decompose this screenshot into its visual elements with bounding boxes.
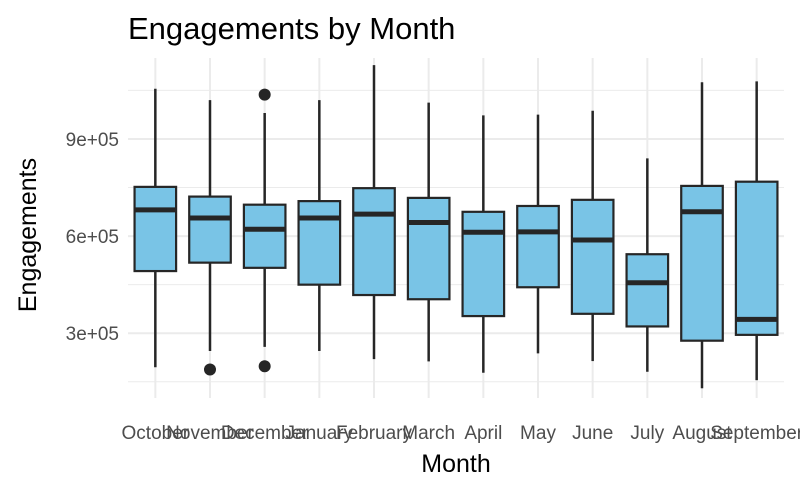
- box-january: [297, 100, 342, 352]
- box-november: [188, 100, 232, 376]
- box-body: [242, 203, 287, 269]
- box-body: [570, 198, 615, 315]
- x-tick-label: April: [464, 423, 502, 444]
- boxes: [133, 65, 779, 389]
- box-body: [297, 200, 342, 286]
- box-body: [625, 253, 670, 328]
- x-axis-title: Month: [421, 450, 490, 478]
- y-tick-label: 3e+05: [66, 324, 119, 345]
- box-july: [625, 158, 670, 372]
- x-tick-label: August: [672, 423, 732, 444]
- y-tick-label: 6e+05: [66, 227, 119, 248]
- box-body: [461, 210, 506, 318]
- x-tick-label: June: [572, 423, 613, 444]
- box-february: [352, 65, 396, 360]
- box-june: [570, 110, 615, 362]
- x-tick-label: July: [630, 423, 664, 444]
- box-december: [242, 88, 287, 373]
- outlier-point: [204, 363, 216, 376]
- x-axis-ticks: OctoberNovemberDecemberJanuaryFebruaryMa…: [122, 423, 800, 444]
- box-body: [352, 187, 396, 297]
- x-tick-label: February: [336, 423, 413, 444]
- box-may: [516, 114, 560, 354]
- y-tick-label: 9e+05: [66, 130, 119, 151]
- outlier-point: [258, 88, 271, 101]
- x-tick-label: October: [122, 423, 190, 444]
- outlier-point: [258, 360, 271, 373]
- x-tick-label: May: [520, 423, 556, 444]
- box-body: [133, 185, 178, 273]
- box-september: [734, 81, 779, 381]
- box-april: [461, 115, 506, 373]
- x-tick-label: March: [402, 423, 455, 444]
- box-march: [406, 102, 451, 362]
- x-tick-label: September: [710, 423, 800, 444]
- y-axis-title: Engagements: [14, 158, 42, 312]
- box-body: [680, 184, 724, 342]
- box-body: [734, 180, 779, 336]
- box-body: [188, 195, 232, 264]
- box-body: [406, 196, 451, 301]
- box-body: [516, 204, 560, 289]
- x-tick-label: December: [221, 423, 309, 444]
- x-tick-label: January: [286, 423, 354, 444]
- chart-title: Engagements by Month: [128, 11, 455, 46]
- box-august: [680, 82, 724, 389]
- box-october: [133, 88, 178, 368]
- y-axis-ticks: 3e+05 6e+05 9e+05: [66, 130, 119, 345]
- x-tick-label: November: [166, 423, 254, 444]
